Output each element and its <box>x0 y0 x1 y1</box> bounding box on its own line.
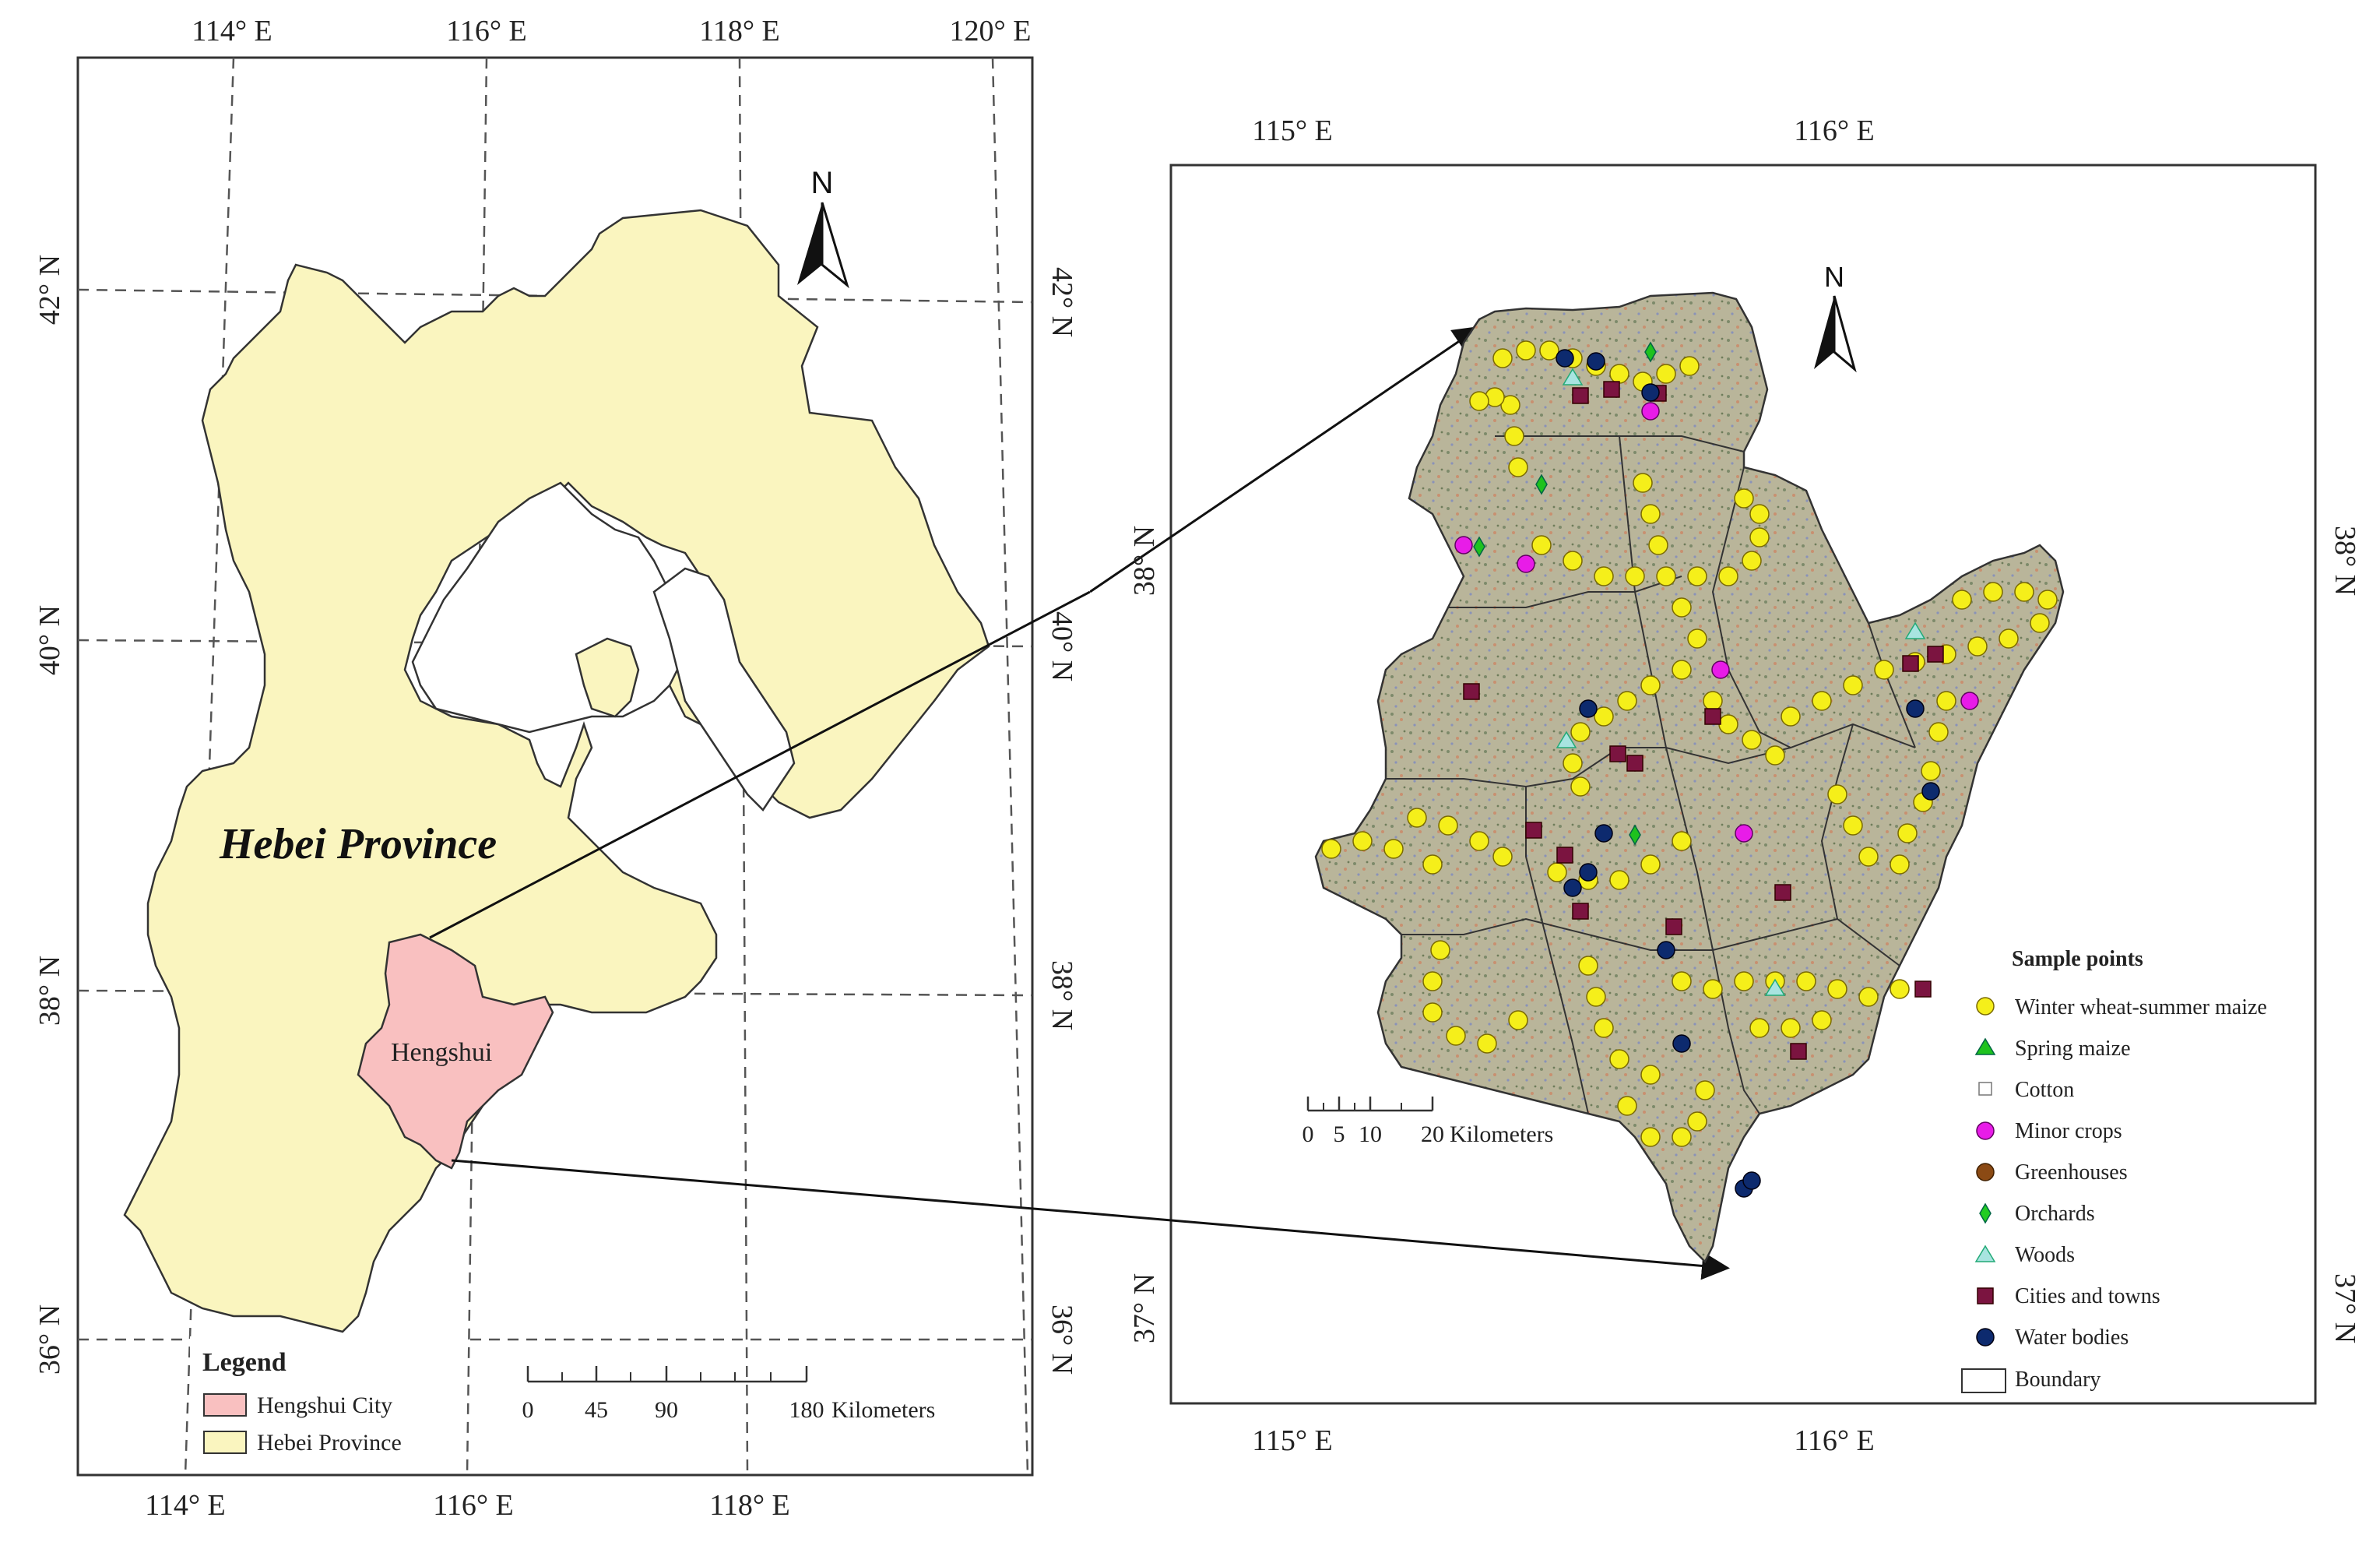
legend-symbol-cotton <box>1978 1082 1992 1096</box>
legend-swatch-hebei <box>203 1431 247 1454</box>
hebei-legend: Legend Hengshui City Hebei Province <box>190 1336 462 1473</box>
cities-towns-points <box>1463 381 1944 1060</box>
detail-bottom-lon-1: 115° E <box>1252 1424 1333 1457</box>
sample-legend-title: Sample points <box>2012 947 2143 971</box>
bottom-lon-label-1: 114° E <box>145 1489 226 1522</box>
hebei-scale-bar: 0 45 90 180 Kilometers <box>522 1366 935 1423</box>
scale-tick-90: 90 <box>655 1397 678 1423</box>
left-lat-label-1: 42° N <box>33 255 66 325</box>
detail-left-lat-1: 38° N <box>1128 526 1161 596</box>
hebei-overview-map: Hebei Province Hengshui N 114° E 116° E … <box>0 0 1090 1542</box>
legend-label-hengshui: Hengshui City <box>257 1392 392 1418</box>
minor-crops-points <box>1454 402 1979 843</box>
top-lon-label-1: 114° E <box>192 15 272 48</box>
detail-top-lon-2: 116° E <box>1794 114 1875 147</box>
legend-swatch-hengshui <box>203 1393 247 1417</box>
county-boundaries <box>1386 435 1916 1114</box>
scale-tick-0: 0 <box>522 1397 534 1423</box>
north-letter-right: N <box>1824 261 1844 293</box>
woods-points <box>1556 368 1926 996</box>
connector-lines <box>429 590 1090 1215</box>
legend-symbol-winter-wheat <box>1976 997 1995 1016</box>
enclave-shape <box>575 637 640 718</box>
scale-tick-45: 45 <box>585 1397 608 1423</box>
legend-title: Legend <box>202 1348 287 1377</box>
right-lat-label-1: 42° N <box>1046 267 1078 337</box>
top-lon-label-2: 116° E <box>446 15 527 48</box>
bottom-lon-label-2: 116° E <box>433 1489 514 1522</box>
legend-symbol-cities <box>1977 1287 1994 1304</box>
scale-tick-180: 180 <box>789 1397 824 1423</box>
detail-bottom-lon-2: 116° E <box>1794 1424 1875 1457</box>
right-lat-label-2: 40° N <box>1046 611 1078 681</box>
legend-label-greenhouses: Greenhouses <box>2015 1160 2128 1185</box>
legend-symbol-minor-crops <box>1976 1121 1995 1140</box>
winter-wheat-points <box>1321 340 2058 1147</box>
orchards-points <box>1473 341 1657 846</box>
water-bodies-points <box>1556 349 1940 1198</box>
left-lat-label-3: 38° N <box>33 956 66 1026</box>
hebei-north-arrow: N <box>797 166 849 289</box>
detail-scale-tick-0: 0 <box>1302 1121 1314 1147</box>
sample-points-legend: Sample points Winter wheat-summer maize … <box>1961 947 2267 1393</box>
hengshui-label: Hengshui <box>391 1038 492 1067</box>
legend-label-minor-crops: Minor crops <box>2015 1119 2122 1143</box>
province-label: Hebei Province <box>219 820 497 868</box>
hengshui-detail-map: N 0 5 10 20 Kilometers 115° E 116° E 115… <box>1090 0 2380 1542</box>
legend-symbol-orchards <box>1979 1202 1992 1224</box>
scale-unit: Kilometers <box>831 1397 935 1423</box>
legend-symbol-woods <box>1974 1245 1996 1262</box>
legend-symbol-greenhouses <box>1976 1163 1995 1181</box>
north-letter-left: N <box>811 166 834 200</box>
legend-label-woods: Woods <box>2015 1243 2075 1267</box>
legend-symbol-spring-maize <box>1974 1037 1996 1055</box>
right-lat-label-3: 38° N <box>1046 960 1078 1030</box>
detail-right-lat-1: 38° N <box>2329 526 2361 596</box>
hengshui-city-shape <box>357 933 554 1170</box>
sample-points <box>1321 340 2058 1198</box>
legend-symbol-water <box>1976 1328 1995 1347</box>
bottom-lon-label-3: 118° E <box>709 1489 790 1522</box>
left-lat-label-2: 40° N <box>33 605 66 675</box>
right-lat-label-4: 36° N <box>1046 1304 1078 1375</box>
detail-scale-tick-5: 5 <box>1334 1121 1345 1147</box>
top-lon-label-3: 118° E <box>699 15 780 48</box>
legend-label-boundary: Boundary <box>2015 1368 2101 1392</box>
tianjin-hole <box>652 567 796 811</box>
top-lon-label-4: 120° E <box>950 15 1032 48</box>
detail-scale-tick-20: 20 <box>1421 1121 1444 1147</box>
legend-label-cities: Cities and towns <box>2015 1284 2160 1308</box>
hebei-map-svg: Hebei Province Hengshui N 114° E 116° E … <box>33 15 1090 1522</box>
hengshui-map-svg: N 0 5 10 20 Kilometers 115° E 116° E 115… <box>1090 114 2361 1457</box>
hengshui-north-arrow: N <box>1814 261 1857 373</box>
legend-label-orchards: Orchards <box>2015 1202 2095 1226</box>
legend-label-winter-wheat: Winter wheat-summer maize <box>2015 995 2267 1019</box>
legend-symbol-boundary <box>1961 1368 2006 1393</box>
detail-left-lat-2: 37° N <box>1128 1273 1161 1343</box>
hengshui-region-shape <box>1314 291 2065 1264</box>
arrow-top <box>1090 326 1482 593</box>
legend-label-water: Water bodies <box>2015 1325 2129 1350</box>
left-lat-label-4: 36° N <box>33 1304 66 1375</box>
hengshui-scale-bar: 0 5 10 20 Kilometers <box>1302 1097 1553 1147</box>
legend-label-hebei: Hebei Province <box>257 1430 402 1456</box>
detail-scale-tick-10: 10 <box>1359 1121 1382 1147</box>
detail-right-lat-2: 37° N <box>2329 1273 2361 1343</box>
legend-label-cotton: Cotton <box>2015 1078 2074 1102</box>
detail-top-lon-1: 115° E <box>1252 114 1333 147</box>
arrow-bottom <box>1090 1212 1730 1280</box>
legend-label-spring-maize: Spring maize <box>2015 1037 2131 1061</box>
detail-scale-unit: Kilometers <box>1450 1121 1553 1147</box>
